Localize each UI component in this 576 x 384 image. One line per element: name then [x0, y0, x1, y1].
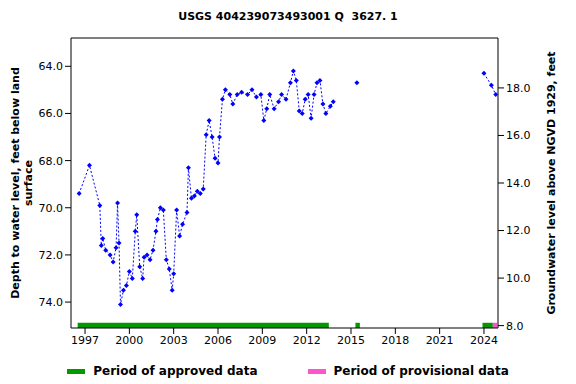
- svg-text:10.0: 10.0: [506, 272, 531, 285]
- svg-text:2018: 2018: [381, 334, 409, 347]
- svg-text:2012: 2012: [293, 334, 321, 347]
- svg-text:1997: 1997: [71, 334, 99, 347]
- html-text:USGS 404239073493001 Q 3627. 1: USGS 404239073493001 Q 3627. 1: [178, 10, 398, 23]
- svg-text:2006: 2006: [204, 334, 232, 347]
- svg-text:64.0: 64.0: [39, 60, 64, 73]
- svg-text:66.0: 66.0: [39, 107, 64, 120]
- svg-text:68.0: 68.0: [39, 155, 64, 168]
- svg-text:2009: 2009: [248, 334, 276, 347]
- svg-text:2021: 2021: [426, 334, 454, 347]
- svg-text:2000: 2000: [115, 334, 143, 347]
- svg-text:2024: 2024: [470, 334, 498, 347]
- svg-text:8.0: 8.0: [506, 320, 524, 333]
- svg-text:14.0: 14.0: [506, 177, 531, 190]
- html-text:Depth to water level, feet bel: Depth to water level, feet below land: [9, 67, 22, 299]
- svg-text:74.0: 74.0: [39, 296, 64, 309]
- svg-text:2003: 2003: [160, 334, 188, 347]
- html-text:Groundwater level above NGVD 1: Groundwater level above NGVD 1929, feet: [544, 51, 558, 315]
- svg-text:16.0: 16.0: [506, 129, 531, 142]
- svg-text:2015: 2015: [337, 334, 365, 347]
- html-text:Period of approved data: Period of approved data: [93, 364, 258, 378]
- html-text:surface: surface: [22, 160, 35, 206]
- svg-text:72.0: 72.0: [39, 249, 64, 262]
- svg-text:70.0: 70.0: [39, 202, 64, 215]
- svg-text:18.0: 18.0: [506, 82, 531, 95]
- svg-text:12.0: 12.0: [506, 224, 531, 237]
- html-text:Period of provisional data: Period of provisional data: [333, 364, 509, 378]
